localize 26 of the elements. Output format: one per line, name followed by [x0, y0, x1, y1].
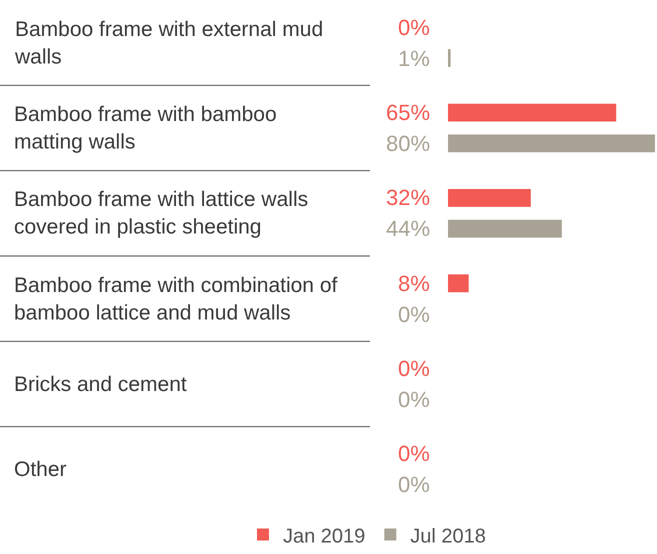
bar [448, 220, 562, 238]
y-tick-label: Other [14, 458, 67, 481]
bar [448, 104, 616, 122]
data-label: 0% [398, 472, 430, 497]
data-label: 65% [386, 100, 430, 125]
y-tick-label: Bricks and cement [14, 373, 187, 396]
data-label: 32% [386, 185, 430, 210]
y-tick-label: Bamboo frame with lattice walls covered in plastic sheeting [14, 188, 308, 238]
y-tick-label: Bamboo frame with bamboo matting walls [14, 103, 277, 154]
data-label: 80% [386, 131, 430, 156]
legend-label: Jul 2018 [410, 525, 486, 548]
legend-label: Jan 2019 [283, 525, 366, 548]
data-label: 44% [386, 216, 430, 241]
y-tick-label: Bamboo frame with external mud walls [14, 18, 324, 68]
data-label: 1% [398, 46, 430, 71]
data-label: 8% [398, 271, 430, 296]
y-tick-label: Bamboo frame with combination of bamboo lattice and mud walls [14, 274, 338, 324]
bar [448, 189, 531, 207]
data-label: 0% [398, 15, 430, 40]
data-label: 0% [398, 356, 430, 381]
bar [448, 274, 469, 292]
data-label: 0% [398, 302, 430, 327]
bar [448, 134, 655, 152]
bar [448, 49, 451, 67]
data-label: 0% [398, 387, 430, 412]
data-label: 0% [398, 441, 430, 466]
